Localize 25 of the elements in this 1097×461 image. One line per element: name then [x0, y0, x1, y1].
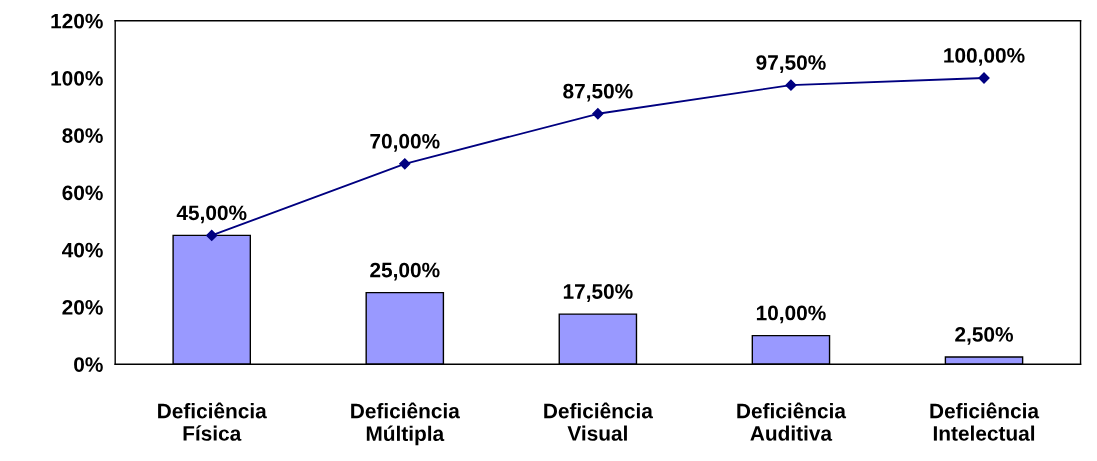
x-tick-label: Deficiência Intelectual — [930, 402, 1040, 441]
x-tick-label: Deficiência Auditiva — [737, 402, 847, 441]
point — [206, 229, 218, 242]
y-tick-label: 20% — [62, 299, 103, 315]
point — [785, 79, 797, 91]
y-tick-label: 100% — [51, 70, 103, 86]
y-tick-label: 0% — [74, 357, 103, 372]
y-tick-label: 80% — [62, 128, 103, 143]
y-tick-label: 120% — [51, 13, 103, 29]
data-label: 10,00% — [756, 305, 826, 324]
data-label: 2,50% — [955, 327, 1013, 345]
data-label: 70,00% — [370, 133, 440, 152]
point — [399, 158, 411, 170]
data-label: 100,00% — [944, 48, 1025, 66]
x-tick-label: Deficiência Múltipla — [351, 402, 460, 446]
data-label: 17,50% — [563, 284, 633, 302]
data-label: 25,00% — [370, 262, 440, 281]
point — [592, 108, 604, 120]
y-tick-label: 60% — [62, 185, 103, 201]
data-label: 97,50% — [756, 55, 826, 73]
data-label: 45,00% — [176, 205, 247, 224]
y-tick-label: 40% — [62, 242, 103, 258]
x-tick-label: Deficiência Visual — [544, 402, 653, 441]
data-label: 87,50% — [563, 83, 633, 102]
x-tick-label: Deficiência Física — [158, 402, 267, 441]
